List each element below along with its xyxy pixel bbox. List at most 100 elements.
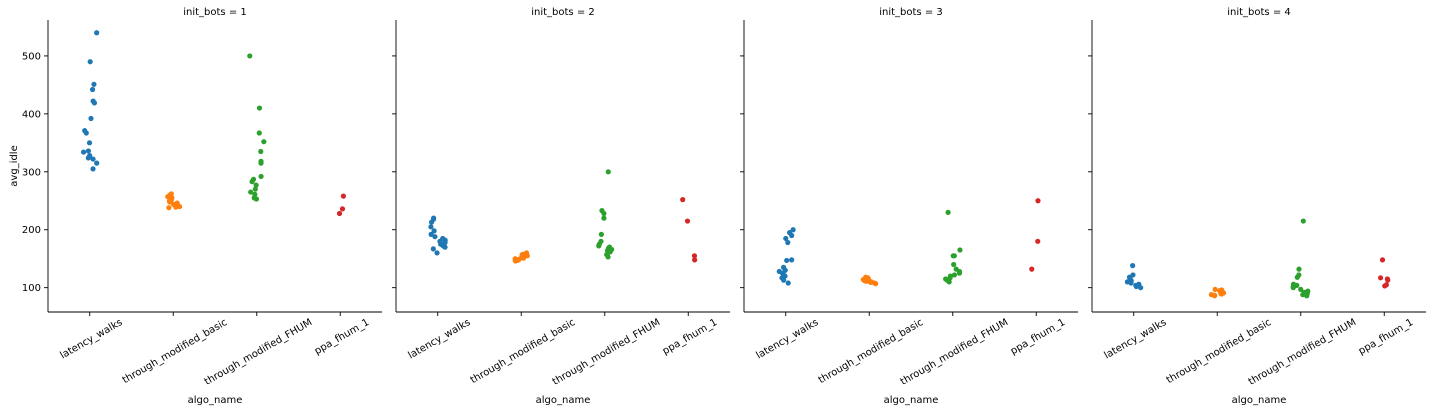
y-tick-label: 300 <box>22 167 41 178</box>
point <box>951 261 957 268</box>
point <box>680 197 686 203</box>
point <box>1212 286 1218 293</box>
point <box>428 224 434 230</box>
point <box>684 218 691 224</box>
point <box>258 173 264 180</box>
point <box>789 257 795 263</box>
point <box>1385 277 1391 283</box>
point <box>91 81 97 87</box>
point <box>1218 291 1225 297</box>
point <box>1130 263 1136 269</box>
point <box>1379 257 1386 263</box>
point <box>256 130 262 136</box>
point <box>177 203 183 210</box>
point <box>431 228 437 234</box>
point <box>94 30 100 36</box>
x-tick-label: latency_walks <box>407 317 473 361</box>
point <box>261 139 267 145</box>
point <box>83 130 89 136</box>
point <box>85 155 91 161</box>
point <box>442 244 448 250</box>
point <box>1298 286 1304 293</box>
x-axis-label: algo_name <box>536 395 591 406</box>
point <box>520 255 527 261</box>
point <box>258 160 264 166</box>
point <box>247 53 253 59</box>
point <box>90 166 96 172</box>
point <box>596 243 602 249</box>
point <box>94 160 100 166</box>
point <box>781 277 787 283</box>
point <box>91 100 98 106</box>
point <box>1382 283 1388 289</box>
point <box>252 186 258 192</box>
point <box>1294 274 1300 280</box>
y-axis-label: avg_idle <box>9 145 20 186</box>
point <box>601 210 607 217</box>
point <box>248 189 254 195</box>
point <box>336 210 343 217</box>
point <box>253 196 260 202</box>
point <box>87 59 93 65</box>
point <box>1035 238 1041 244</box>
point <box>428 231 434 237</box>
point <box>946 279 952 285</box>
point <box>89 86 96 93</box>
point <box>1290 285 1296 291</box>
point <box>86 140 93 146</box>
point <box>340 193 347 199</box>
y-tick-label: 100 <box>22 283 41 294</box>
x-tick-label: ppa_fhum_1 <box>313 317 371 357</box>
point <box>951 272 958 278</box>
panel-title: init_bots = 1 <box>183 7 247 18</box>
y-tick-label: 200 <box>22 225 41 236</box>
y-tick-label: 400 <box>22 109 41 120</box>
point <box>605 254 611 260</box>
point <box>1377 275 1384 281</box>
x-tick-label: ppa_fhum_1 <box>1357 317 1415 357</box>
point <box>945 209 951 215</box>
point <box>90 156 96 162</box>
x-axis-label: algo_name <box>884 395 939 406</box>
point <box>428 219 435 225</box>
point <box>80 149 87 155</box>
point <box>601 215 607 221</box>
x-tick-label: latency_walks <box>59 317 125 361</box>
x-axis-label: algo_name <box>1232 395 1287 406</box>
point <box>789 232 795 239</box>
point <box>1212 293 1218 299</box>
point <box>253 182 259 188</box>
point <box>256 105 263 111</box>
point <box>432 234 438 240</box>
x-tick-label: ppa_fhum_1 <box>661 317 719 357</box>
point <box>692 257 698 263</box>
point <box>691 253 698 259</box>
x-tick-label: ppa_fhum_1 <box>1009 317 1067 357</box>
point <box>88 115 94 122</box>
point <box>1133 283 1139 290</box>
point <box>85 148 92 154</box>
x-tick-label: latency_walks <box>1103 317 1169 361</box>
point <box>783 235 789 242</box>
x-axis-label: algo_name <box>188 395 243 406</box>
point <box>605 169 611 175</box>
point <box>1029 266 1035 272</box>
point <box>1035 198 1041 204</box>
x-tick-label: latency_walks <box>755 317 821 361</box>
point <box>434 250 440 256</box>
point <box>1296 266 1302 272</box>
point <box>258 148 264 155</box>
point <box>598 231 604 237</box>
point <box>785 280 791 286</box>
point <box>167 199 173 205</box>
point <box>790 227 796 233</box>
point <box>1138 285 1144 291</box>
point <box>165 194 171 200</box>
point <box>1300 292 1306 298</box>
point <box>512 258 519 264</box>
point <box>339 206 346 212</box>
y-tick-label: 500 <box>22 51 41 62</box>
point <box>863 278 870 284</box>
point <box>957 247 963 253</box>
point <box>1128 280 1134 286</box>
